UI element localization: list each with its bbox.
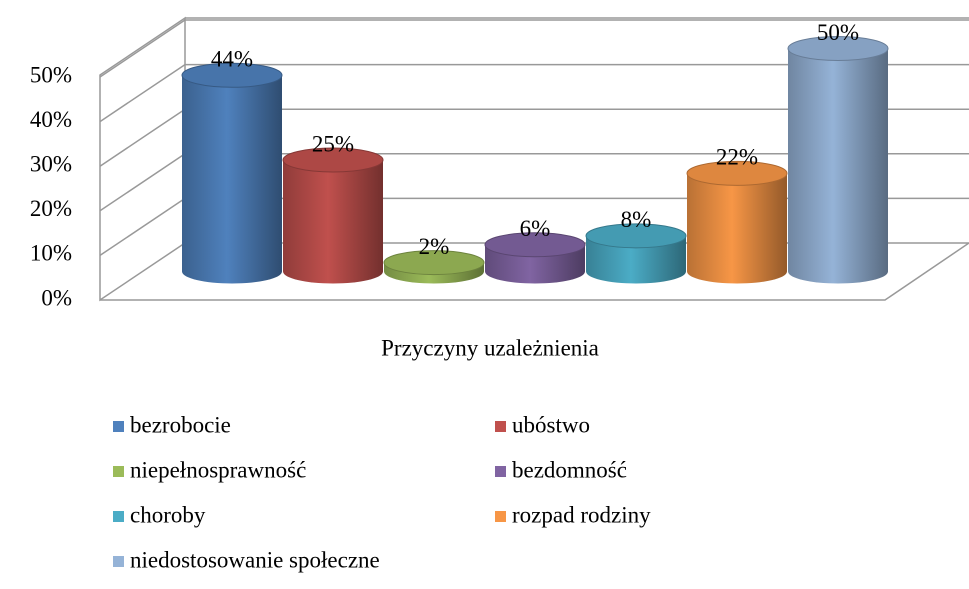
y-tick-label: 50%: [30, 62, 72, 87]
left-wall: [99, 16, 186, 302]
bar-top: [383, 250, 485, 276]
legend-label: bezrobocie: [130, 412, 231, 437]
data-label: 22%: [716, 145, 758, 170]
bar-top: [686, 160, 788, 186]
data-label: 6%: [520, 216, 551, 241]
y-tick-label: 10%: [30, 241, 72, 266]
bar: [586, 235, 686, 284]
bar-top: [181, 62, 283, 88]
y-tick-label: 40%: [30, 107, 72, 132]
y-tick-label: 0%: [41, 285, 72, 310]
legend-swatch: [113, 466, 124, 477]
bar: [687, 173, 787, 284]
legend-swatch: [113, 511, 124, 522]
legend-label: niepełnosprawność: [130, 457, 306, 482]
y-tick-label: 30%: [30, 151, 72, 176]
bar-top: [484, 232, 586, 258]
legend-label: rozpad rodziny: [512, 502, 651, 527]
legend-swatch: [495, 466, 506, 477]
legend-label: bezdomność: [512, 457, 627, 482]
bar-top: [787, 36, 889, 61]
bar: [182, 75, 282, 284]
legend-swatch: [495, 421, 506, 432]
legend-swatch: [495, 511, 506, 522]
bar-top: [282, 147, 384, 173]
legend-label: ubóstwo: [512, 412, 590, 437]
data-label: 50%: [817, 20, 859, 45]
legend-swatch: [113, 556, 124, 567]
category-label: Przyczyny uzależnienia: [381, 335, 599, 360]
grid-line: [99, 63, 969, 123]
legend-label: niedostosowanie społeczne: [130, 547, 380, 572]
legend-swatch: [113, 421, 124, 432]
grid-line: [99, 19, 969, 78]
legend-label: choroby: [130, 502, 206, 527]
y-tick-label: 20%: [30, 196, 72, 221]
bar: [283, 160, 383, 284]
bar: [788, 48, 888, 284]
bar-top: [585, 223, 687, 249]
data-label: 25%: [312, 131, 354, 156]
data-label: 2%: [419, 234, 450, 259]
data-label: 44%: [211, 47, 253, 72]
data-label: 8%: [621, 207, 652, 232]
